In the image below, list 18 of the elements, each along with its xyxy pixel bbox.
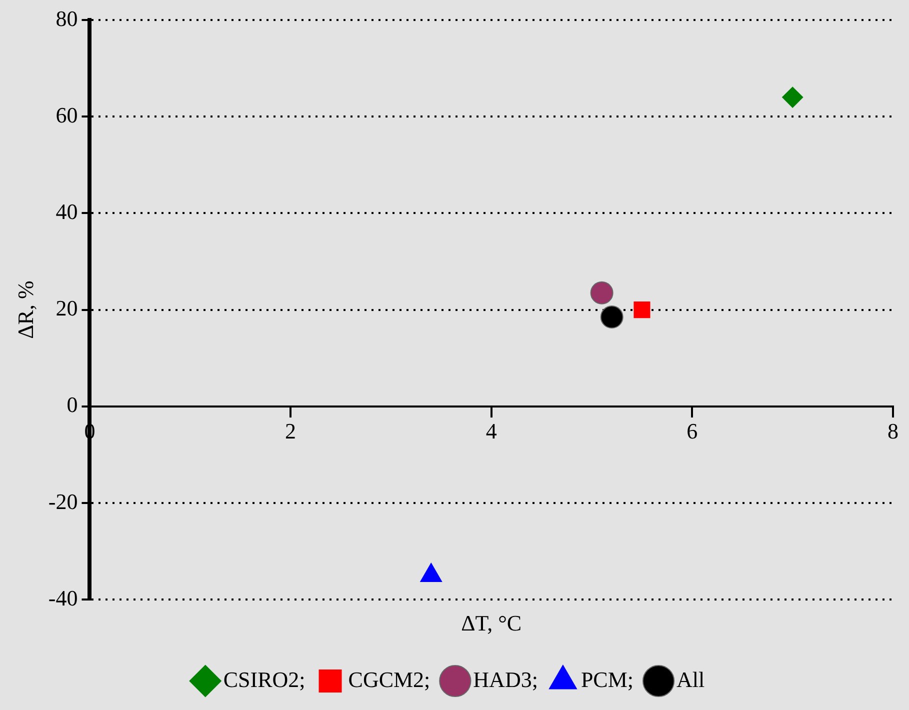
x-tick-label: 2 — [285, 418, 296, 444]
legend-label: PCM; — [580, 666, 634, 692]
y-tick-label: 80 — [56, 6, 78, 31]
y-tick-label: -20 — [48, 488, 78, 514]
y-tick-label: 60 — [56, 102, 78, 128]
y-tick-label: 20 — [56, 296, 78, 321]
y-tick-label: -40 — [48, 585, 78, 610]
x-tick-label: 8 — [888, 418, 898, 444]
legend-label: CGCM2; — [348, 666, 430, 692]
y-tick-label: 0 — [66, 392, 78, 418]
legend-label: All — [676, 666, 705, 692]
legend-label: HAD3; — [473, 666, 538, 692]
y-tick-label: 40 — [56, 198, 78, 224]
legend-label: CSIRO2; — [223, 666, 306, 692]
y-axis-title: ΔR, % — [12, 280, 38, 339]
x-tick-label: 4 — [486, 418, 497, 444]
x-tick-label: 6 — [686, 418, 698, 444]
x-axis-title: ΔT, °C — [461, 610, 522, 636]
